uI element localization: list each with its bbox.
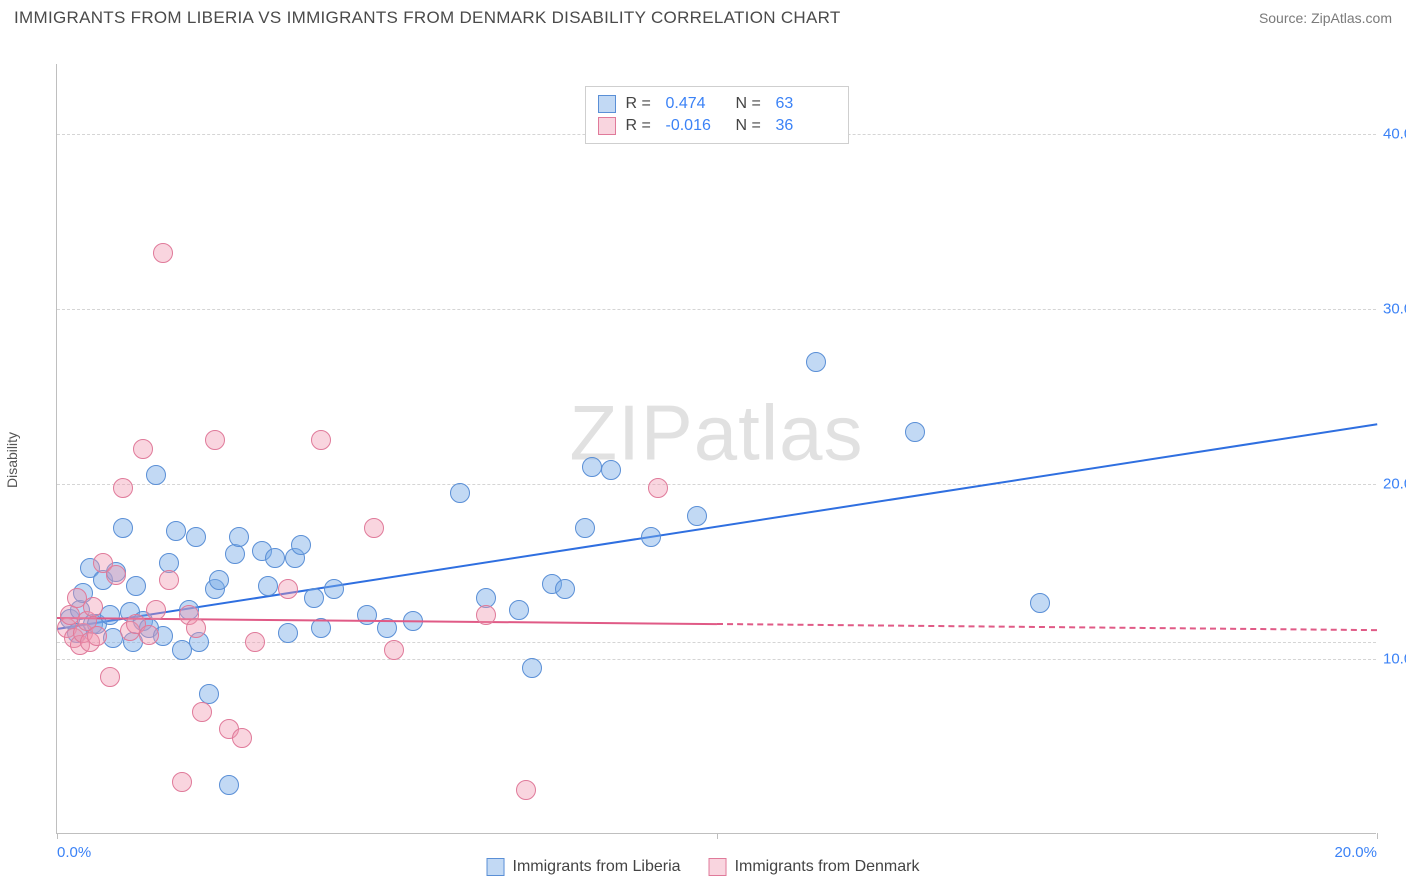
- data-point: [291, 535, 311, 555]
- data-point: [258, 576, 278, 596]
- chart-title: IMMIGRANTS FROM LIBERIA VS IMMIGRANTS FR…: [14, 8, 841, 28]
- data-point: [100, 667, 120, 687]
- data-point: [450, 483, 470, 503]
- y-tick-label: 20.0%: [1383, 476, 1406, 493]
- data-point: [139, 625, 159, 645]
- data-point: [516, 780, 536, 800]
- data-point: [146, 600, 166, 620]
- n-value-liberia: 63: [776, 95, 836, 113]
- data-point: [311, 430, 331, 450]
- r-label: R =: [626, 117, 656, 135]
- y-tick-label: 30.0%: [1383, 301, 1406, 318]
- r-value-liberia: 0.474: [666, 95, 726, 113]
- data-point: [278, 579, 298, 599]
- data-point: [476, 605, 496, 625]
- data-point: [225, 544, 245, 564]
- data-point: [146, 465, 166, 485]
- data-point: [87, 626, 107, 646]
- data-point: [232, 728, 252, 748]
- data-point: [806, 352, 826, 372]
- trendline: [57, 423, 1377, 630]
- series-name-liberia: Immigrants from Liberia: [513, 858, 681, 876]
- swatch-liberia: [598, 95, 616, 113]
- x-tick-mark: [57, 833, 58, 839]
- data-point: [384, 640, 404, 660]
- y-axis-label: Disability: [4, 432, 20, 488]
- y-tick-label: 10.0%: [1383, 651, 1406, 668]
- trendline-dashed: [717, 623, 1377, 631]
- data-point: [186, 527, 206, 547]
- x-tick-mark: [1377, 833, 1378, 839]
- data-point: [582, 457, 602, 477]
- data-point: [166, 521, 186, 541]
- data-point: [1030, 593, 1050, 613]
- gridline: [57, 309, 1376, 310]
- legend-item-denmark: Immigrants from Denmark: [709, 858, 920, 876]
- data-point: [304, 588, 324, 608]
- data-point: [324, 579, 344, 599]
- data-point: [106, 565, 126, 585]
- data-point: [687, 506, 707, 526]
- series-name-denmark: Immigrants from Denmark: [735, 858, 920, 876]
- data-point: [172, 772, 192, 792]
- data-point: [209, 570, 229, 590]
- x-tick-label: 0.0%: [57, 844, 91, 861]
- data-point: [83, 597, 103, 617]
- data-point: [229, 527, 249, 547]
- swatch-denmark: [598, 117, 616, 135]
- data-point: [133, 439, 153, 459]
- gridline: [57, 484, 1376, 485]
- plot-area: R = 0.474 N = 63 R = -0.016 N = 36 ZIPat…: [56, 64, 1376, 834]
- chart-container: Disability R = 0.474 N = 63 R = -0.016 N…: [14, 42, 1392, 878]
- n-value-denmark: 36: [776, 117, 836, 135]
- x-tick-label: 20.0%: [1334, 844, 1377, 861]
- legend-item-liberia: Immigrants from Liberia: [487, 858, 681, 876]
- data-point: [357, 605, 377, 625]
- data-point: [648, 478, 668, 498]
- data-point: [641, 527, 661, 547]
- data-point: [364, 518, 384, 538]
- gridline: [57, 659, 1376, 660]
- data-point: [219, 775, 239, 795]
- data-point: [153, 243, 173, 263]
- legend-row-liberia: R = 0.474 N = 63: [598, 93, 836, 115]
- data-point: [555, 579, 575, 599]
- data-point: [265, 548, 285, 568]
- r-value-denmark: -0.016: [666, 117, 726, 135]
- data-point: [601, 460, 621, 480]
- data-point: [522, 658, 542, 678]
- source-attribution: Source: ZipAtlas.com: [1259, 10, 1392, 26]
- y-tick-label: 40.0%: [1383, 126, 1406, 143]
- swatch-liberia: [487, 858, 505, 876]
- data-point: [245, 632, 265, 652]
- data-point: [113, 478, 133, 498]
- r-label: R =: [626, 95, 656, 113]
- n-label: N =: [736, 95, 766, 113]
- legend-row-denmark: R = -0.016 N = 36: [598, 115, 836, 137]
- data-point: [278, 623, 298, 643]
- swatch-denmark: [709, 858, 727, 876]
- data-point: [905, 422, 925, 442]
- chart-header: IMMIGRANTS FROM LIBERIA VS IMMIGRANTS FR…: [0, 0, 1406, 32]
- data-point: [126, 576, 146, 596]
- data-point: [192, 702, 212, 722]
- data-point: [113, 518, 133, 538]
- series-legend: Immigrants from Liberia Immigrants from …: [487, 858, 920, 876]
- data-point: [575, 518, 595, 538]
- data-point: [159, 570, 179, 590]
- data-point: [186, 618, 206, 638]
- correlation-legend: R = 0.474 N = 63 R = -0.016 N = 36: [585, 86, 849, 144]
- n-label: N =: [736, 117, 766, 135]
- data-point: [509, 600, 529, 620]
- x-tick-mark: [717, 833, 718, 839]
- data-point: [205, 430, 225, 450]
